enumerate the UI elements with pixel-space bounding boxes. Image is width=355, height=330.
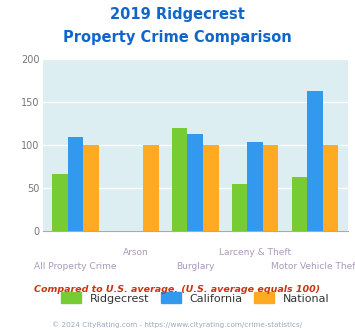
Bar	[232, 184, 247, 231]
Bar	[52, 174, 68, 231]
Text: © 2024 CityRating.com - https://www.cityrating.com/crime-statistics/: © 2024 CityRating.com - https://www.city…	[53, 322, 302, 328]
Text: Arson: Arson	[122, 248, 148, 257]
Text: Larceny & Theft: Larceny & Theft	[219, 248, 291, 257]
Bar	[263, 145, 278, 231]
Bar	[203, 145, 219, 231]
Text: Motor Vehicle Theft: Motor Vehicle Theft	[271, 262, 355, 271]
Bar	[83, 145, 99, 231]
Text: 2019 Ridgecrest: 2019 Ridgecrest	[110, 7, 245, 21]
Text: Burglary: Burglary	[176, 262, 214, 271]
Text: Property Crime Comparison: Property Crime Comparison	[63, 30, 292, 45]
Bar	[307, 91, 323, 231]
Text: All Property Crime: All Property Crime	[34, 262, 117, 271]
Text: Compared to U.S. average. (U.S. average equals 100): Compared to U.S. average. (U.S. average …	[34, 285, 321, 294]
Bar	[143, 145, 159, 231]
Bar	[291, 177, 307, 231]
Legend: Ridgecrest, California, National: Ridgecrest, California, National	[57, 288, 334, 308]
Bar	[323, 145, 338, 231]
Bar	[247, 142, 263, 231]
Bar	[187, 134, 203, 231]
Bar	[172, 128, 187, 231]
Bar	[68, 137, 83, 231]
